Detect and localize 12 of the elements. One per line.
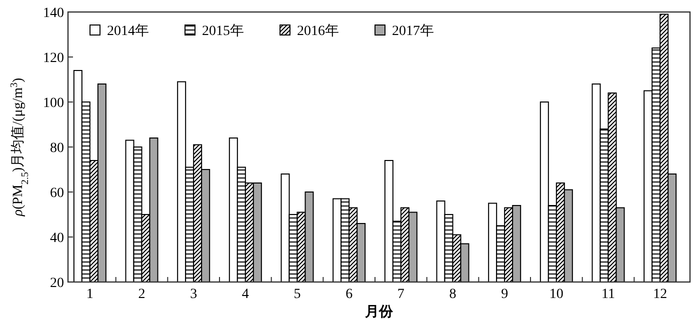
y-tick-label: 20 xyxy=(50,276,64,291)
x-axis-title: 月份 xyxy=(364,304,394,320)
legend-label: 2017年 xyxy=(392,23,434,39)
y-tick-label: 60 xyxy=(50,186,64,201)
y-tick-label: 120 xyxy=(43,51,64,66)
legend-label: 2015年 xyxy=(202,23,244,39)
y-tick-label: 80 xyxy=(50,141,64,156)
y-tick-label: 40 xyxy=(50,231,64,246)
legend-label: 2014年 xyxy=(107,23,149,39)
y-tick-label: 100 xyxy=(43,96,64,111)
legend-label: 2016年 xyxy=(297,23,339,39)
y-tick-label: 140 xyxy=(43,6,64,21)
